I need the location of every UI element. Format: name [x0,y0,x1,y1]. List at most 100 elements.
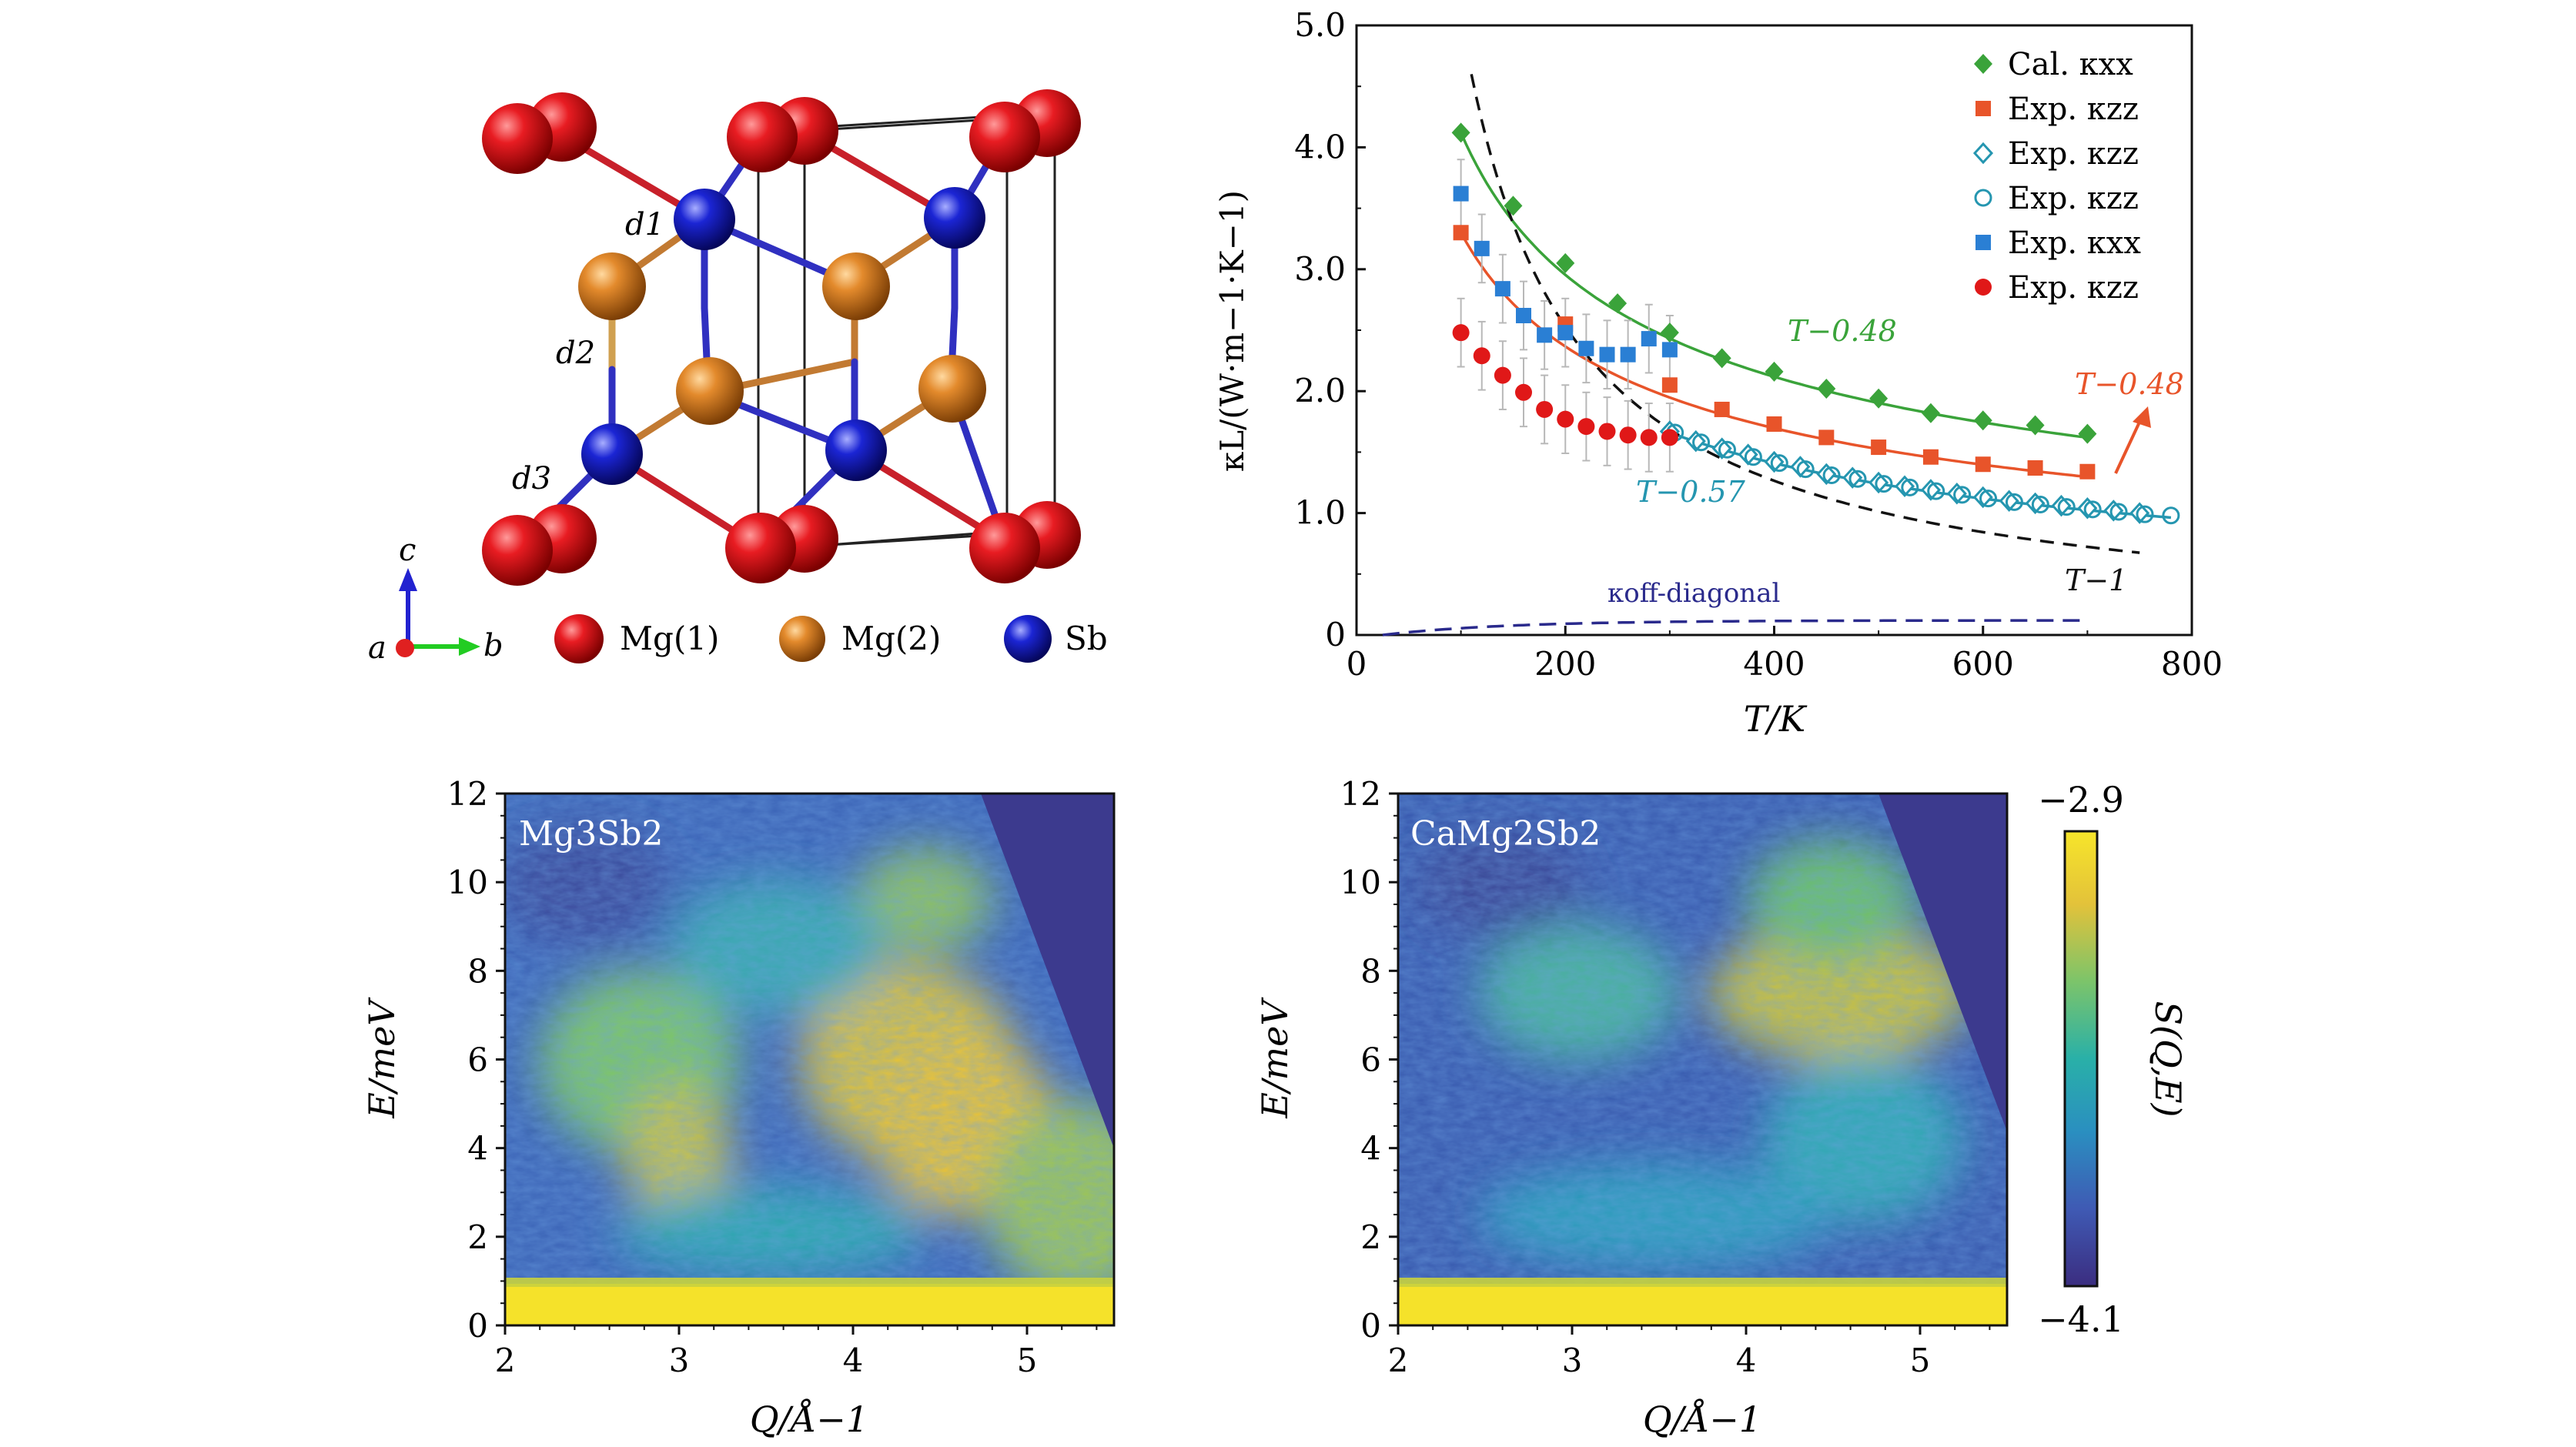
kappa-point-series-5 [1598,423,1616,440]
kappa-point-series-2 [1764,450,1785,473]
heatmap-y-tick-label: 0 [467,1307,488,1345]
kappa-point-series-0 [1921,403,1940,423]
heatmap-x-tick-label: 5 [1017,1342,1038,1379]
colorbar-gradient [2063,830,2099,1288]
heatmap-camg2sb2-masked-region [1878,794,2007,1131]
kappa-point-series-0 [1504,195,1523,216]
heatmap-y-tick-label: 2 [467,1218,488,1256]
kappa-point-series-3 [1718,440,1736,459]
kappa-x-tick-label: 200 [1534,645,1596,683]
kappa-point-series-1 [1661,377,1678,393]
heatmap-x-tick-label: 4 [843,1342,864,1379]
offdiag-curve [1382,619,2088,637]
orange-arrow-head-icon [2133,406,2151,428]
kappa-point-series-1 [2027,459,2043,476]
sb-legend-swatch-icon [1004,615,1052,663]
kappa-point-series-3 [1848,470,1867,488]
kappa-point-series-2 [1999,490,2019,512]
kappa-point-series-4 [1599,346,1615,363]
kappa-point-series-3 [1875,475,1893,493]
kappa-point-series-0 [1712,348,1731,369]
kappa-point-series-2 [2051,494,2072,517]
kappa-point-series-3 [2083,500,2102,519]
colorbar-min-label: −4.1 [2038,1298,2124,1340]
legend-marker-5-icon [1975,279,1992,296]
heatmap-mg3sb2-title: Mg3Sb2 [519,814,664,854]
kappa-point-series-3 [1770,454,1788,473]
heatmap-x-tick-label: 3 [669,1342,690,1379]
kappa-point-series-5 [1452,324,1470,342]
kappa-x-tick-label: 0 [1347,645,1367,683]
c-axis-arrow-icon [399,568,417,591]
legend-marker-4-icon [1975,235,1991,250]
kappa-point-series-3 [1822,466,1841,484]
atom-legend: Mg(1) Mg(2) Sb [554,614,1108,663]
heatmap-camg2sb2-title: CaMg2Sb2 [1410,814,1601,854]
kappa-plot: 0 200 400 600 800 0 1.0 2.0 3.0 4.0 5.0 T/K κL/(W·… [1213,6,2223,740]
kappa-point-series-2 [1842,466,1863,489]
heatmap-y-tick-label: 6 [467,1041,488,1079]
legend-marker-0-icon [1974,54,1992,74]
heatmap-x-tick-label: 5 [1910,1342,1931,1379]
colorbar-label: S(Q,E) [2147,1001,2189,1117]
bond-label-d3-text: d3 [512,461,551,496]
kappa-point-series-1 [1818,429,1835,446]
fit-label-orange: T−0.48 [2075,367,2184,401]
mg1-legend-swatch-icon [554,614,604,663]
legend-label-2: Exp. κzz [2008,136,2139,172]
kappa-point-series-5 [1577,418,1595,436]
orange-arrow [2114,406,2151,474]
kappa-point-series-3 [2031,496,2049,514]
bond-label-d3: d3 [512,461,551,496]
kappa-point-series-1 [1975,456,1991,473]
kappa-point-series-1 [2079,463,2096,480]
kappa-point-series-2 [1711,437,1732,459]
kappa-x-tick-label: 600 [1952,645,2014,683]
kappa-point-series-5 [1473,347,1490,365]
kappa-y-axis-label: κL/(W·m−1·K−1) [1213,190,1251,472]
fit-curve-orange [1460,232,2088,479]
legend-label-5: Exp. κzz [2008,270,2139,306]
a-axis-dot-icon [396,639,414,657]
heatmap-mg3sb2-x-label: Q/Å−1 [750,1398,868,1440]
heatmap-y-tick-label: 8 [1360,952,1381,990]
kappa-point-series-4 [1453,185,1469,202]
kappa-point-series-5 [1536,400,1554,418]
kappa-point-series-3 [2136,505,2154,523]
kappa-point-series-2 [2077,497,2098,520]
heatmap-mg3sb2-image [505,794,1114,1325]
kappa-y-tick-label: 1.0 [1294,494,1346,532]
kappa-point-series-4 [1620,346,1636,363]
kappa-point-series-1 [1871,439,1887,456]
kappa-x-tick-label: 400 [1743,645,1805,683]
kappa-point-series-3 [2005,493,2023,511]
heatmap-y-tick-label: 12 [447,775,488,813]
bond-label-d1-text: d1 [625,207,664,242]
kappa-point-series-4 [1557,325,1574,341]
kappa-point-series-3 [2109,503,2128,521]
heatmap-mg3sb2-y-label: E/meV [361,997,403,1119]
kappa-point-series-3 [1979,490,1998,508]
heatmap-mg3sb2-masked-region [981,794,1114,1148]
legend-label-4: Exp. κxx [2008,226,2141,261]
kappa-point-series-2 [1920,479,1941,501]
kappa-point-series-2 [1946,483,1967,505]
kappa-point-series-2 [1868,471,1889,494]
heatmap-camg2sb2-image [1398,794,2007,1325]
kappa-point-series-5 [1640,429,1658,446]
kappa-point-series-4 [1578,340,1594,356]
axis-label-a: a [368,630,386,666]
heatmap-camg2sb2-y-label: E/meV [1254,997,1296,1119]
colorbar: −2.9 −4.1 S(Q,E) [2038,779,2189,1340]
kappa-point-series-0 [1869,388,1889,409]
crystal-structure-panel: d1 d2 d3 c a b Mg(1) Mg(2) Sb [368,89,1108,666]
legend-label-sb: Sb [1065,620,1108,657]
bond-label-d2: d2 [556,336,595,371]
kappa-point-series-3 [1744,448,1762,466]
heatmap-x-tick-label: 2 [495,1342,516,1379]
kappa-point-series-0 [1660,322,1679,343]
kappa-point-series-3 [1953,486,1972,504]
